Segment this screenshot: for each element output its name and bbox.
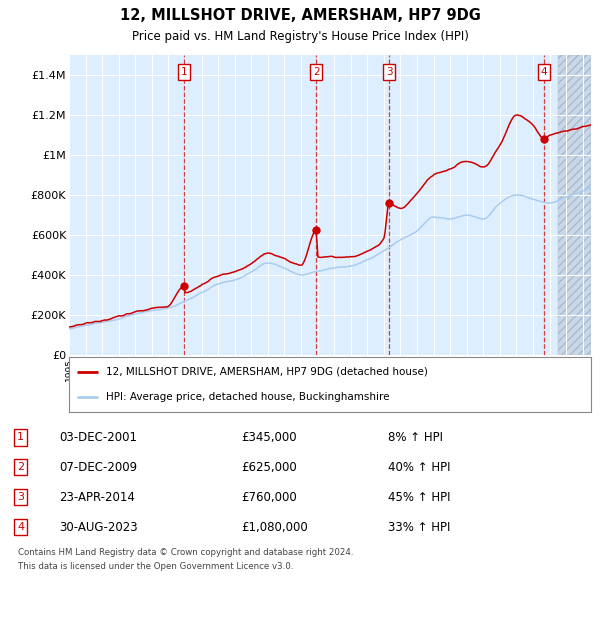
Text: £625,000: £625,000 [241,461,297,474]
Text: £345,000: £345,000 [241,431,297,444]
Text: 23-APR-2014: 23-APR-2014 [59,490,135,503]
Text: £1,080,000: £1,080,000 [241,521,308,534]
Text: 8% ↑ HPI: 8% ↑ HPI [388,431,443,444]
Text: HPI: Average price, detached house, Buckinghamshire: HPI: Average price, detached house, Buck… [106,392,389,402]
Text: 4: 4 [17,522,24,532]
Text: £760,000: £760,000 [241,490,297,503]
Text: 1: 1 [17,432,24,443]
Text: 40% ↑ HPI: 40% ↑ HPI [388,461,451,474]
Text: 1: 1 [181,67,187,77]
Text: 33% ↑ HPI: 33% ↑ HPI [388,521,451,534]
Text: 12, MILLSHOT DRIVE, AMERSHAM, HP7 9DG: 12, MILLSHOT DRIVE, AMERSHAM, HP7 9DG [119,8,481,23]
Text: 45% ↑ HPI: 45% ↑ HPI [388,490,451,503]
Text: Contains HM Land Registry data © Crown copyright and database right 2024.: Contains HM Land Registry data © Crown c… [18,548,353,557]
Text: 3: 3 [17,492,24,502]
Text: 4: 4 [541,67,547,77]
Text: Price paid vs. HM Land Registry's House Price Index (HPI): Price paid vs. HM Land Registry's House … [131,30,469,43]
Text: 30-AUG-2023: 30-AUG-2023 [59,521,137,534]
Text: 07-DEC-2009: 07-DEC-2009 [59,461,137,474]
Text: 12, MILLSHOT DRIVE, AMERSHAM, HP7 9DG (detached house): 12, MILLSHOT DRIVE, AMERSHAM, HP7 9DG (d… [106,367,427,377]
Text: 3: 3 [386,67,392,77]
Text: 03-DEC-2001: 03-DEC-2001 [59,431,137,444]
Text: 2: 2 [313,67,320,77]
Text: This data is licensed under the Open Government Licence v3.0.: This data is licensed under the Open Gov… [18,562,293,571]
Text: 2: 2 [17,463,24,472]
Bar [558,55,591,355]
